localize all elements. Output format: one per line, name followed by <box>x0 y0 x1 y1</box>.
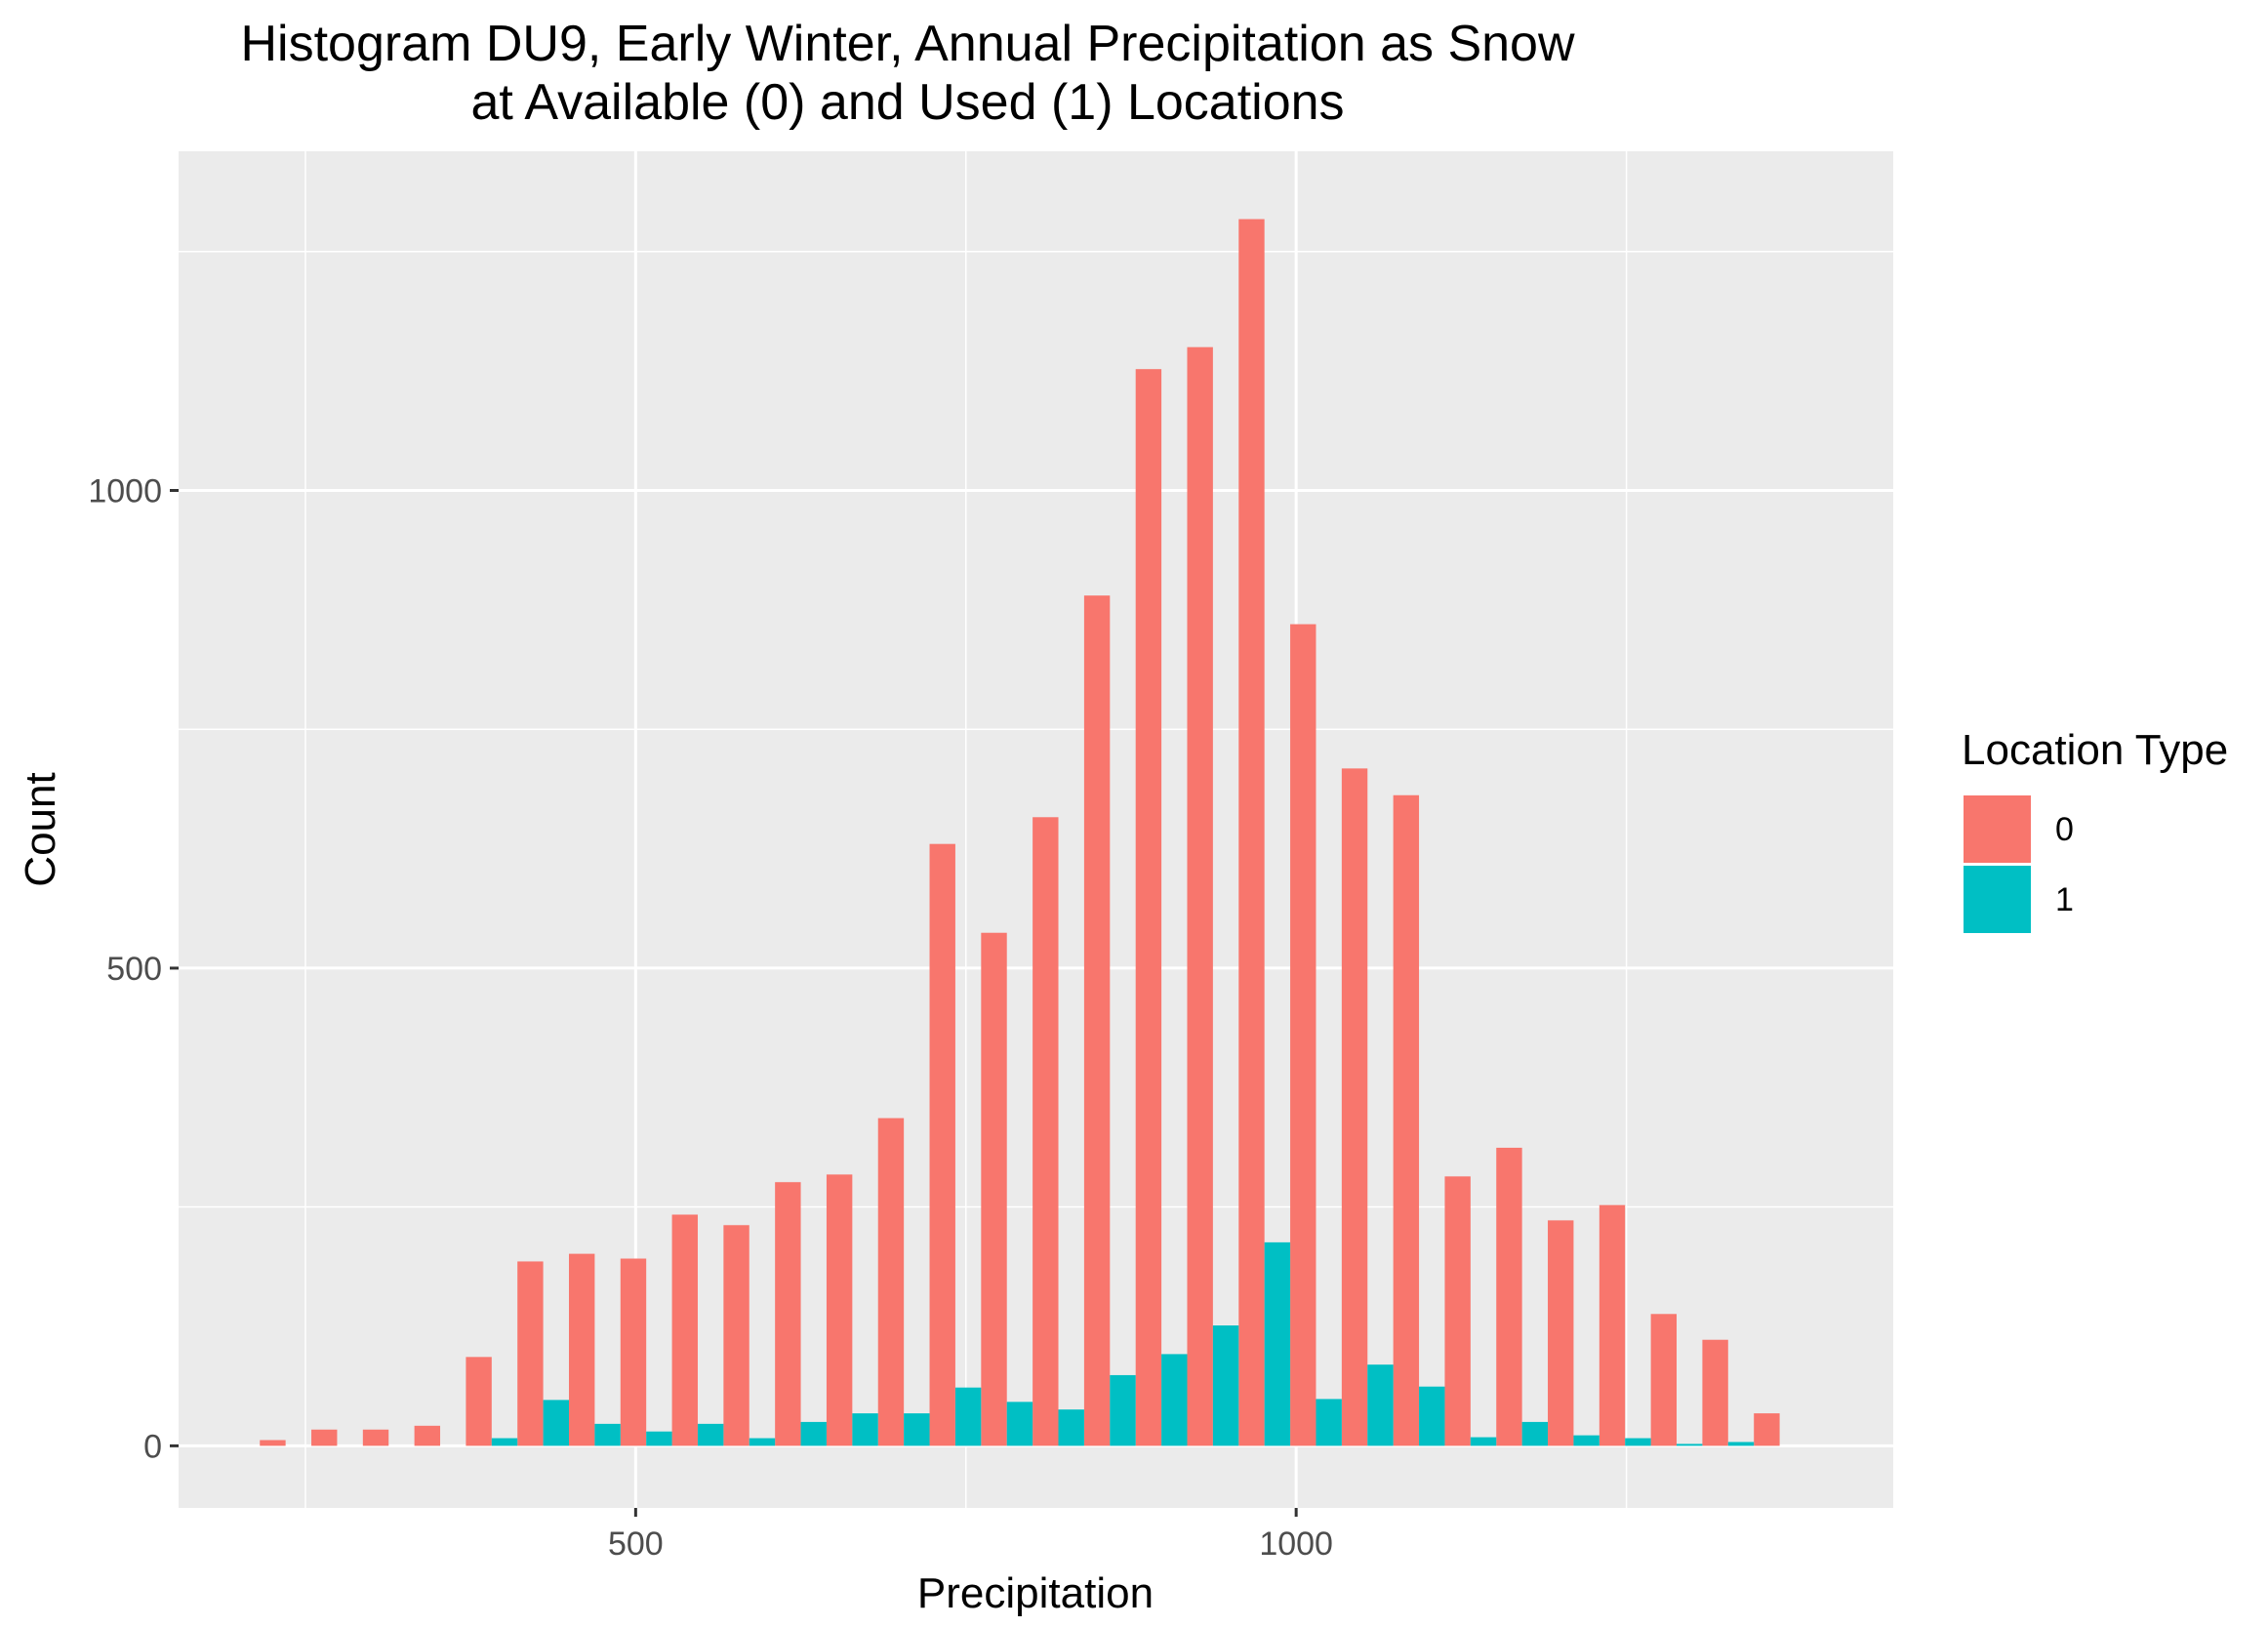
bar-series-0-bin-25 <box>1548 1220 1574 1446</box>
x-axis-title: Precipitation <box>917 1569 1154 1617</box>
bar-series-0-bin-23 <box>1444 1176 1471 1446</box>
y-tick-label: 1000 <box>88 473 162 510</box>
bar-series-0-bin-20 <box>1290 624 1316 1446</box>
bar-series-0-bin-7 <box>620 1258 647 1446</box>
bar-series-0-bin-24 <box>1496 1147 1522 1446</box>
bar-series-1-bin-16 <box>1110 1374 1136 1446</box>
bar-series-0-bin-2 <box>362 1429 389 1446</box>
bar-series-0-bin-14 <box>981 932 1007 1446</box>
bar-series-0-bin-22 <box>1393 794 1420 1446</box>
bar-series-1-bin-19 <box>1264 1241 1291 1446</box>
bar-series-1-bin-26 <box>1625 1438 1651 1446</box>
bar-series-1-bin-8 <box>697 1423 724 1446</box>
bar-series-0-bin-11 <box>826 1174 853 1446</box>
bar-series-0-bin-12 <box>877 1118 905 1446</box>
bar-series-1-bin-20 <box>1316 1399 1342 1446</box>
histogram-bars <box>260 219 1780 1446</box>
y-tick-label: 0 <box>143 1428 162 1465</box>
bar-series-0-bin-9 <box>723 1225 749 1446</box>
legend-label-0: 0 <box>2055 811 2074 848</box>
bar-series-0-bin-16 <box>1083 595 1111 1446</box>
bar-series-1-bin-12 <box>904 1413 930 1446</box>
bar-series-1-bin-11 <box>852 1413 878 1446</box>
x-tick-label: 1000 <box>1259 1525 1333 1563</box>
bar-series-1-bin-27 <box>1677 1444 1703 1446</box>
bar-series-0-bin-0 <box>260 1440 286 1446</box>
bar-series-0-bin-5 <box>517 1261 544 1446</box>
chart-title-line-2: at Available (0) and Used (1) Locations <box>470 74 1344 131</box>
legend-key-1 <box>1964 866 2031 933</box>
bar-series-1-bin-13 <box>954 1387 982 1446</box>
bar-series-0-bin-19 <box>1238 219 1265 1446</box>
legend-key-0 <box>1964 795 2031 863</box>
bar-series-1-bin-23 <box>1470 1437 1497 1446</box>
bar-series-1-bin-22 <box>1419 1386 1445 1446</box>
bar-series-1-bin-25 <box>1573 1435 1600 1446</box>
bar-series-1-bin-7 <box>646 1431 672 1446</box>
bar-series-1-bin-9 <box>749 1438 776 1446</box>
bar-series-0-bin-3 <box>414 1425 441 1446</box>
bar-series-1-bin-5 <box>543 1400 569 1446</box>
legend-title: Location Type <box>1962 726 2228 774</box>
y-axis-title: Count <box>17 772 64 886</box>
bar-series-1-bin-18 <box>1212 1325 1239 1446</box>
bar-series-0-bin-4 <box>466 1357 492 1446</box>
y-tick-label: 500 <box>106 951 162 988</box>
bar-series-1-bin-10 <box>800 1421 827 1446</box>
bar-series-0-bin-1 <box>311 1429 338 1446</box>
axis-ticks: 0 500 1000 500 1000 <box>88 473 1333 1564</box>
x-tick-label: 500 <box>608 1525 664 1563</box>
bar-series-1-bin-28 <box>1727 1442 1755 1446</box>
bar-series-0-bin-10 <box>775 1182 801 1446</box>
bar-series-0-bin-18 <box>1187 346 1213 1446</box>
bar-series-1-bin-4 <box>491 1438 518 1446</box>
bar-series-0-bin-27 <box>1650 1314 1678 1446</box>
bar-series-0-bin-17 <box>1135 369 1162 1446</box>
bar-series-0-bin-29 <box>1754 1413 1780 1446</box>
bar-series-1-bin-6 <box>594 1423 621 1446</box>
bar-series-1-bin-14 <box>1006 1402 1033 1446</box>
bar-series-0-bin-21 <box>1341 768 1368 1446</box>
legend-label-1: 1 <box>2055 881 2074 918</box>
bar-series-0-bin-6 <box>568 1253 595 1446</box>
chart-title-line-1: Histogram DU9, Early Winter, Annual Prec… <box>240 16 1574 72</box>
bar-series-0-bin-13 <box>929 843 955 1446</box>
bar-series-1-bin-15 <box>1058 1409 1084 1446</box>
bar-series-0-bin-26 <box>1599 1204 1626 1446</box>
bar-series-0-bin-28 <box>1702 1339 1728 1446</box>
bar-series-0-bin-8 <box>671 1214 698 1446</box>
legend: Location Type 0 1 <box>1962 726 2228 933</box>
bar-series-1-bin-17 <box>1161 1354 1188 1446</box>
bar-series-1-bin-24 <box>1521 1421 1549 1446</box>
bar-series-0-bin-15 <box>1033 817 1059 1446</box>
bar-series-1-bin-21 <box>1367 1364 1394 1446</box>
